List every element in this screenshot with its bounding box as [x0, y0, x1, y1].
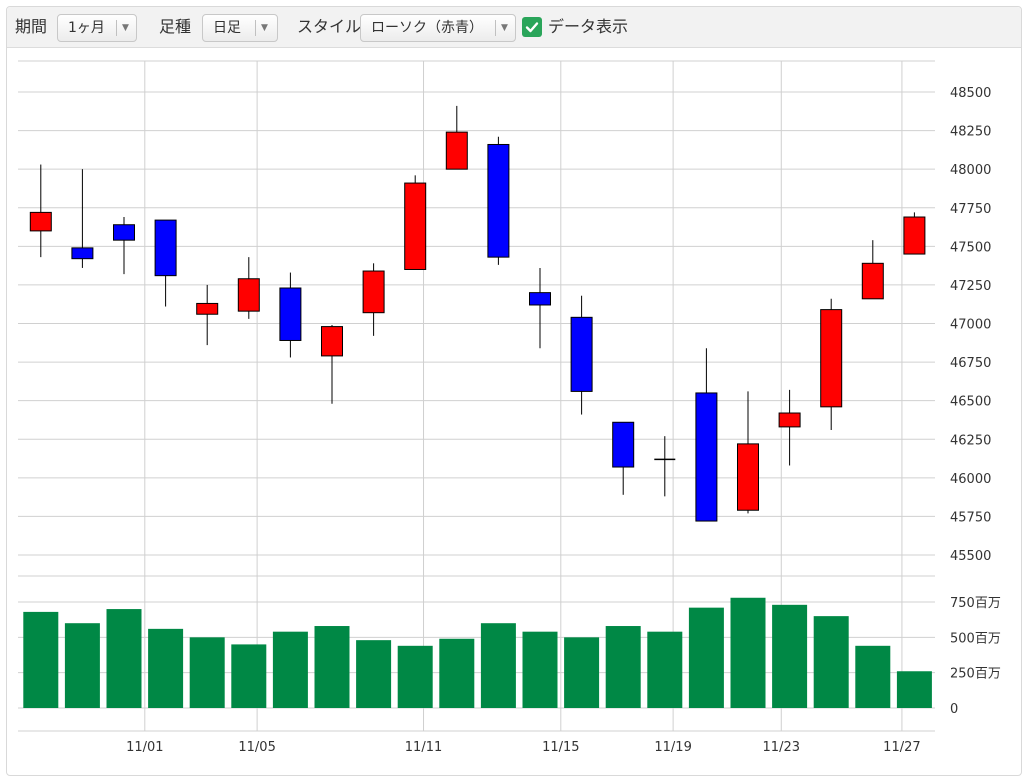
volume-bar	[480, 623, 516, 708]
volume-bar	[772, 604, 808, 708]
volume-tick-label: 750百万	[950, 596, 1001, 611]
volume-bar	[231, 644, 267, 708]
candle-body	[903, 216, 926, 255]
candle-body	[113, 224, 135, 241]
date-tick-label: 11/01	[126, 740, 163, 755]
price-tick-label: 47750	[950, 202, 991, 217]
volume-bar	[688, 607, 724, 708]
price-tick-label: 45500	[950, 549, 991, 564]
candle-body	[861, 262, 884, 300]
volume-bar	[314, 626, 350, 708]
style-select-value: ローソク（赤青）	[371, 20, 483, 36]
price-tick-label: 46000	[950, 472, 991, 487]
date-tick-label: 11/15	[542, 740, 579, 755]
volume-bar	[855, 645, 891, 708]
volume-bar	[272, 631, 308, 708]
date-tick-label: 11/11	[405, 740, 442, 755]
volume-bar	[896, 671, 932, 708]
price-tick-label: 48500	[950, 86, 991, 101]
candle-body	[321, 326, 343, 357]
price-tick-label: 47000	[950, 318, 991, 333]
date-tick-label: 11/05	[238, 740, 275, 755]
candle-body	[529, 292, 551, 306]
volume-bar	[647, 631, 683, 708]
price-tick-label: 48000	[950, 163, 991, 178]
volume-bar	[64, 623, 100, 708]
candle-body	[71, 247, 94, 260]
chevron-down-icon: ▼	[501, 23, 508, 33]
candle-body	[820, 309, 843, 408]
price-tick-label: 46500	[950, 395, 991, 410]
bar-type-select-divider	[255, 20, 256, 36]
candle-body	[279, 287, 302, 341]
candle-body	[362, 270, 385, 314]
candle-body	[695, 392, 718, 522]
price-tick-label: 46250	[950, 433, 991, 448]
style-label: スタイル	[297, 17, 362, 36]
period-select-divider	[116, 20, 117, 36]
volume-bar	[730, 597, 766, 708]
data-display-checkbox[interactable]	[522, 17, 542, 37]
volume-bar	[23, 611, 59, 708]
price-tick-label: 47250	[950, 279, 991, 294]
volume-bar	[189, 637, 225, 708]
volume-bar	[564, 637, 600, 708]
volume-bar	[605, 626, 641, 708]
period-select-value: 1ヶ月	[68, 20, 105, 36]
candle-body	[237, 278, 260, 312]
date-tick-label: 11/23	[763, 740, 800, 755]
candle-body	[404, 182, 427, 270]
volume-bar	[148, 628, 184, 708]
style-select[interactable]: ローソク（赤青） ▼	[360, 14, 516, 42]
chevron-down-icon: ▼	[261, 23, 268, 33]
candle-body	[29, 211, 52, 232]
candle-body	[445, 131, 468, 170]
bar-type-label: 足種	[159, 17, 192, 36]
bar-type-select-value: 日足	[213, 20, 241, 36]
price-tick-label: 45750	[950, 510, 991, 525]
candle-body	[612, 421, 635, 468]
volume-bar	[522, 631, 558, 708]
price-tick-label: 46750	[950, 356, 991, 371]
chart-toolbar: 期間 1ヶ月 ▼ 足種 日足 ▼ スタイル ローソク（赤青） ▼ データ表示	[7, 7, 1021, 48]
volume-bar	[439, 638, 475, 708]
style-select-divider	[495, 20, 496, 36]
price-tick-label: 47500	[950, 240, 991, 255]
date-tick-label: 11/19	[654, 740, 691, 755]
volume-tick-label: 250百万	[950, 667, 1001, 682]
volume-tick-label: 0	[950, 702, 958, 717]
volume-bar	[106, 609, 142, 708]
candle-body	[737, 443, 759, 511]
period-select[interactable]: 1ヶ月 ▼	[57, 14, 137, 42]
candle-body	[778, 412, 801, 428]
date-tick-label: 11/27	[883, 740, 920, 755]
candle-body	[487, 143, 510, 258]
volume-bar	[356, 640, 392, 708]
volume-bar	[813, 616, 849, 708]
data-display-label: データ表示	[548, 17, 629, 36]
volume-bar	[397, 645, 433, 708]
candle-body	[196, 302, 219, 315]
period-label: 期間	[15, 17, 48, 36]
volume-tick-label: 500百万	[950, 631, 1001, 646]
chevron-down-icon: ▼	[122, 23, 129, 33]
checkmark-icon	[525, 22, 539, 33]
candle-body	[570, 316, 593, 392]
bar-type-select[interactable]: 日足 ▼	[202, 14, 278, 42]
candle-body	[154, 219, 177, 277]
price-tick-label: 48250	[950, 125, 991, 140]
